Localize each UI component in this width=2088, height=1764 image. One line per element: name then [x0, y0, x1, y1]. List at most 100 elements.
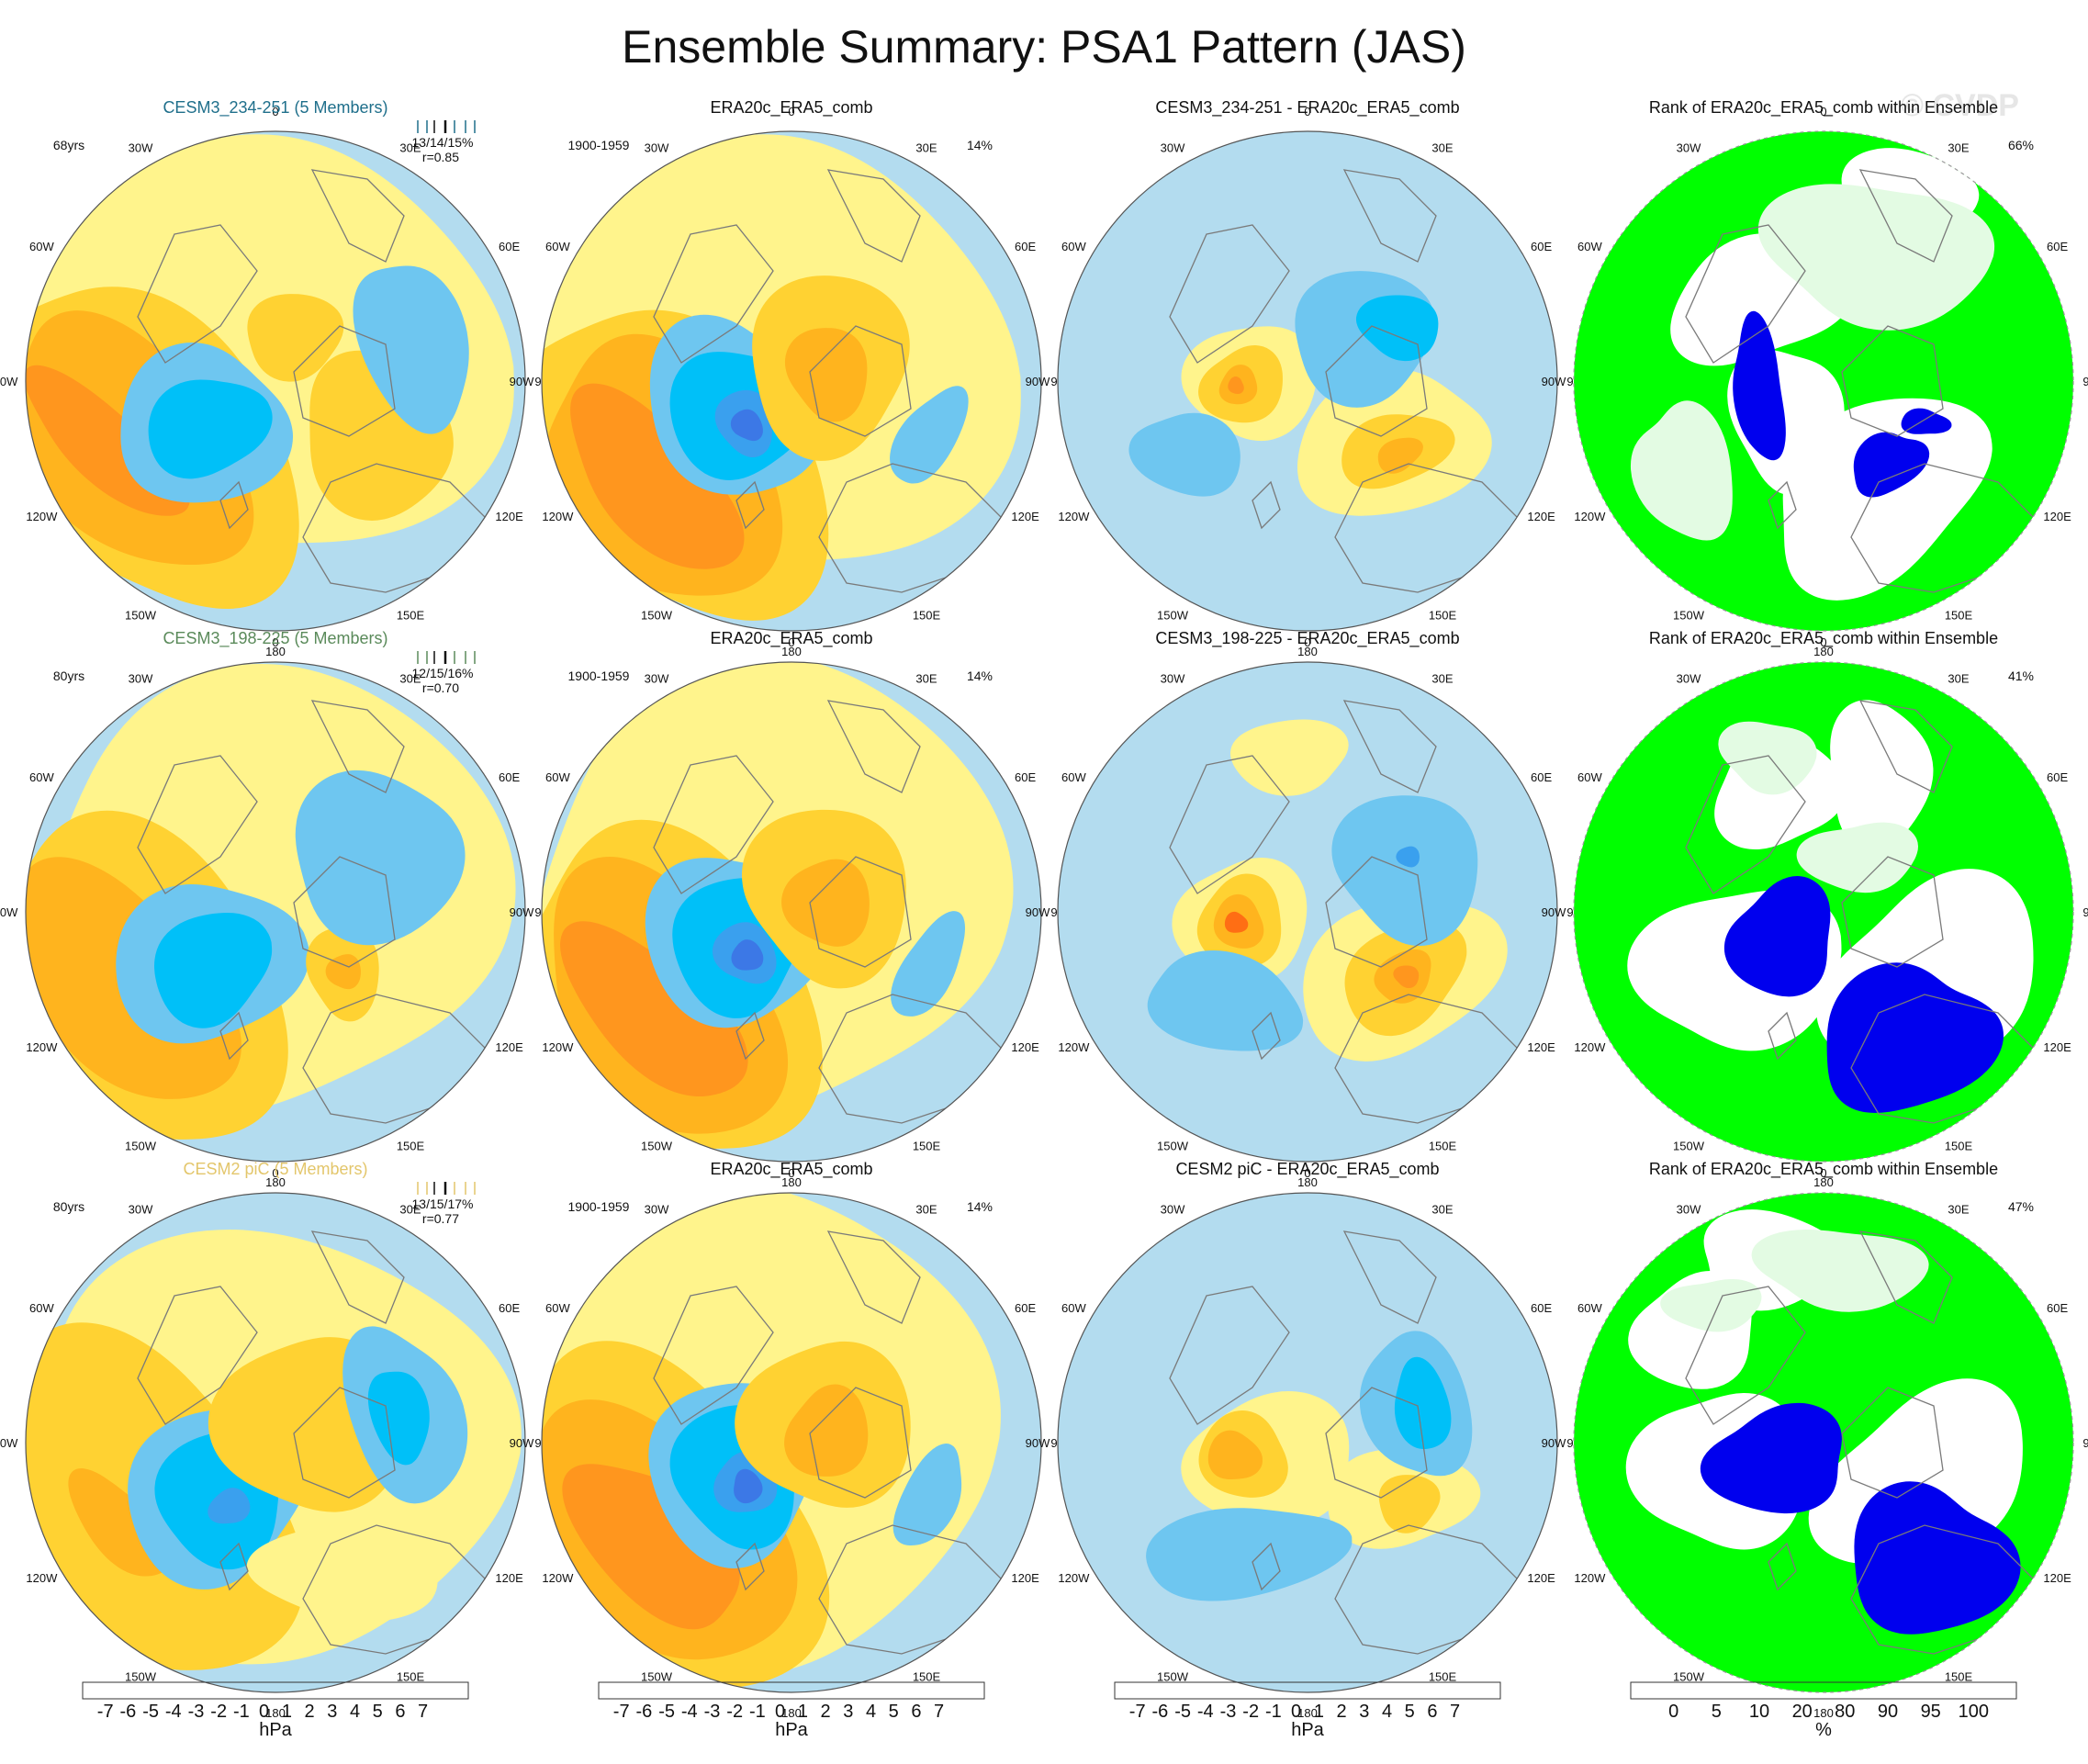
colorbar-hpa: -7 -6 -5 -4 -3 -2 -1 0 1 2 3 4 5 6 7 hPa: [82, 1681, 469, 1740]
coastline: [1252, 1542, 1281, 1591]
rank-blue-region: [1853, 432, 1930, 498]
longitude-label: 60E: [1015, 240, 1036, 253]
longitude-label: 90E: [2082, 1436, 2088, 1450]
map-rank-row-1: 0 30E 60E 90E 120E 150E 180 150W 120W 90W 60W 30W: [1542, 105, 2088, 658]
longitude-label: 0: [272, 1166, 278, 1180]
contour-n5: [731, 939, 764, 971]
coastline: [653, 1286, 774, 1425]
colorbar-tick-label: 5: [889, 1702, 899, 1722]
longitude-label: 120W: [1058, 1040, 1090, 1054]
contour-p3: [325, 954, 361, 990]
longitude-label: 120E: [2043, 510, 2071, 523]
longitude-label: 60W: [1061, 1301, 1086, 1315]
map-obs-row-1: 030E60E90E120E150E180150W120W90W60W30W: [510, 105, 1072, 658]
longitude-label: 120E: [495, 1040, 523, 1054]
longitude-label: 60W: [1577, 240, 1602, 253]
colorbar-tick-label: -5: [658, 1702, 675, 1722]
longitude-label: 60E: [1531, 240, 1552, 253]
longitude-label: 120E: [495, 1571, 523, 1585]
colorbar-frame: [598, 1681, 985, 1700]
longitude-label: 150W: [1157, 1140, 1189, 1153]
longitude-label: 180: [1813, 1175, 1834, 1189]
longitude-label: 60E: [2047, 240, 2068, 253]
longitude-label: 0: [272, 105, 278, 118]
longitude-label: 60W: [545, 770, 570, 784]
contour-p3: [784, 328, 868, 422]
longitude-label: 30W: [1677, 1202, 1701, 1216]
longitude-label: 60E: [1015, 1301, 1036, 1315]
map-border: [1057, 661, 1558, 1163]
longitude-label: 60E: [499, 1301, 520, 1315]
longitude-label: 30W: [645, 1202, 669, 1216]
pct-variance-stats: 12/15/16%: [412, 666, 474, 680]
colorbar-tick-label: 0: [1291, 1702, 1301, 1722]
longitude-label: 120W: [26, 1040, 58, 1054]
longitude-label: 90W: [1542, 375, 1566, 388]
pct-variance-stats: 13/14/15%: [412, 135, 474, 150]
longitude-label: 90W: [1026, 1436, 1050, 1450]
longitude-label: 120W: [1574, 510, 1606, 523]
coastline: [735, 1011, 765, 1061]
longitude-label: 60E: [2047, 770, 2068, 784]
coastline: [1841, 325, 1944, 437]
colorbar-tick-label: -2: [210, 1702, 227, 1722]
coastline: [1858, 1230, 1953, 1324]
colorbar-tick-label: -2: [726, 1702, 743, 1722]
coastline: [1685, 755, 1806, 894]
colorbar-tick-label: -6: [120, 1702, 137, 1722]
longitude-label: 30W: [129, 671, 153, 685]
coastline: [1768, 1011, 1797, 1061]
coastline: [1858, 169, 1953, 263]
colorbar-tick-label: -3: [704, 1702, 721, 1722]
colorbar-tick-label: -7: [1129, 1702, 1146, 1722]
colorbar-tick-label: 3: [1359, 1702, 1369, 1722]
longitude-label: 150W: [125, 1670, 157, 1684]
coastline: [826, 700, 921, 793]
map-obs-row-2: 030E60E90E120E150E180150W120W90W60W30W: [510, 635, 1072, 1189]
longitude-label: 60E: [1531, 1301, 1552, 1315]
longitude-label: 0: [1304, 105, 1310, 118]
coastline: [1342, 1230, 1437, 1324]
longitude-label: 30W: [1161, 1202, 1185, 1216]
longitude-label: 60W: [29, 1301, 54, 1315]
longitude-label: 150E: [1945, 1670, 1973, 1684]
longitude-label: 120E: [495, 510, 523, 523]
longitude-label: 60W: [1577, 1301, 1602, 1315]
longitude-label: 150E: [913, 1670, 941, 1684]
longitude-label: 60W: [29, 240, 54, 253]
longitude-label: 150E: [1429, 1140, 1457, 1153]
longitude-label: 120E: [1527, 510, 1555, 523]
colorbar-tick-label: 10: [1749, 1702, 1769, 1722]
longitude-label: 90W: [0, 905, 18, 919]
obs-period: 1900-1959: [568, 138, 630, 152]
rank-lightgreen-region: [1751, 1230, 1929, 1312]
colorbar-tick-label: -1: [749, 1702, 766, 1722]
colorbar-tick-label: -6: [1152, 1702, 1169, 1722]
rank-lightgreen-region: [1757, 184, 1995, 331]
obs-pct-variance: 14%: [967, 138, 993, 152]
colorbar-unit: hPa: [259, 1720, 292, 1740]
contour-p4: [1228, 376, 1244, 394]
coastline: [809, 856, 912, 968]
coastline: [653, 755, 774, 894]
longitude-label: 90W: [1026, 375, 1050, 388]
longitude-label: 0: [1820, 105, 1826, 118]
map-border: [541, 1192, 1042, 1693]
colorbar-tick-label: -1: [233, 1702, 250, 1722]
colorbar-tick-label: -2: [1242, 1702, 1259, 1722]
colorbar-tick-label: 100: [1959, 1702, 1989, 1722]
longitude-label: 30W: [645, 140, 669, 154]
longitude-label: 150E: [1429, 609, 1457, 623]
colorbar-tick-label: 7: [1450, 1702, 1460, 1722]
contour-p1: [246, 1523, 438, 1622]
colorbar-unit: hPa: [1291, 1720, 1324, 1740]
longitude-label: 60E: [1531, 770, 1552, 784]
contour-n1: [891, 911, 966, 1017]
coastline: [310, 169, 405, 263]
longitude-label: 60E: [2047, 1301, 2068, 1315]
map-diff-row-2: 030E60E90E120E150E180150W120W90W60W30W: [1026, 635, 1588, 1189]
rank-blue-region: [1901, 408, 1952, 434]
longitude-label: 120W: [542, 1040, 574, 1054]
longitude-label: 30E: [1948, 140, 1969, 154]
